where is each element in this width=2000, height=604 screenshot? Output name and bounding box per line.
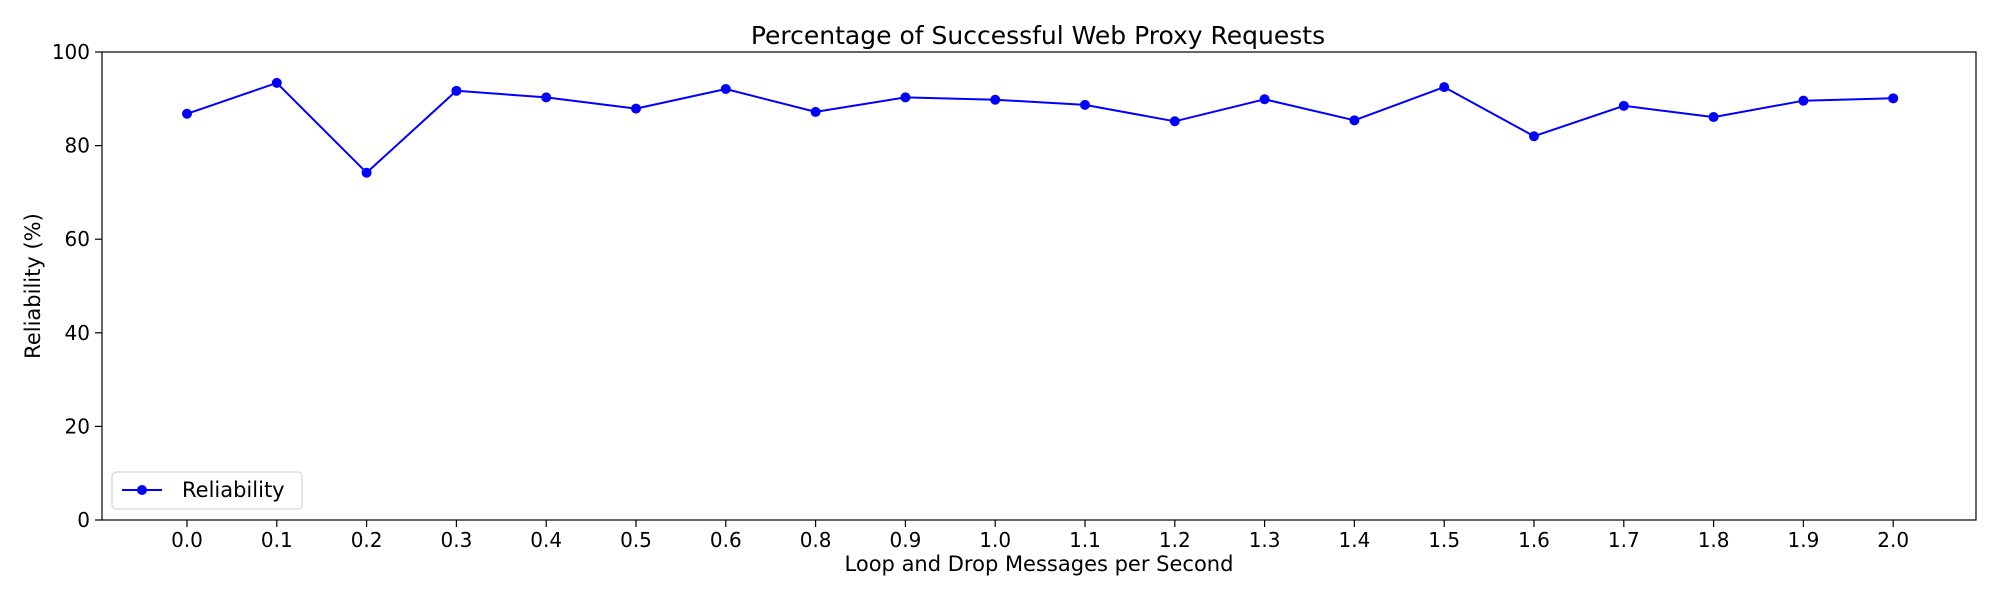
data-point <box>631 103 641 114</box>
x-tick-label: 1.6 <box>1518 528 1550 552</box>
x-tick-label: 0.1 <box>261 528 293 552</box>
data-point <box>900 92 911 103</box>
data-point <box>1708 112 1719 123</box>
x-tick-label: 0.6 <box>710 528 742 552</box>
y-axis: 0 20 40 60 80 100 <box>52 40 102 532</box>
data-point <box>1349 115 1360 126</box>
data-point <box>1080 99 1090 110</box>
data-point <box>1529 131 1539 142</box>
x-tick-label: 0.3 <box>440 528 472 552</box>
x-tick-label: 1.4 <box>1338 528 1370 552</box>
data-point <box>1888 93 1899 104</box>
x-tick-label: 0.0 <box>171 528 203 552</box>
x-tick-label: 1.8 <box>1698 528 1730 552</box>
data-point <box>1259 94 1270 105</box>
x-tick-label: 0.9 <box>889 528 921 552</box>
x-axis-label: Loop and Drop Messages per Second <box>845 552 1234 576</box>
data-point <box>1798 95 1809 106</box>
x-tick-label: 1.1 <box>1069 528 1101 552</box>
x-axis: 0.0 0.1 0.2 0.3 0.4 0.5 0.6 0.8 0.9 1.0 1.1 1.2 1.3 1… <box>171 520 1909 552</box>
y-tick-label: 40 <box>65 321 90 345</box>
plot-area <box>101 51 1977 521</box>
legend: Reliability <box>111 471 303 510</box>
series-line-reliability <box>186 81 1894 174</box>
legend-series-marker <box>137 485 147 495</box>
y-tick-label: 0 <box>77 508 90 532</box>
legend-label-reliability: Reliability <box>182 478 285 502</box>
x-tick-label: 0.8 <box>800 528 832 552</box>
data-point <box>810 106 821 117</box>
data-point <box>451 85 462 96</box>
chart-title: Percentage of Successful Web Proxy Reque… <box>751 21 1325 50</box>
x-tick-label: 0.5 <box>620 528 652 552</box>
x-tick-label: 1.5 <box>1428 528 1460 552</box>
legend-frame <box>111 471 303 510</box>
data-point <box>182 108 192 119</box>
data-point <box>990 94 1001 105</box>
data-point <box>361 167 372 178</box>
series-layer <box>182 77 1899 178</box>
y-tick-label: 60 <box>65 227 90 251</box>
x-tick-label: 1.0 <box>979 528 1011 552</box>
x-tick-label: 0.4 <box>530 528 562 552</box>
y-tick-label: 80 <box>65 134 90 158</box>
x-tick-label: 1.7 <box>1608 528 1640 552</box>
x-tick-label: 1.3 <box>1249 528 1281 552</box>
y-tick-label: 20 <box>65 414 90 438</box>
y-tick-label: 100 <box>52 40 90 64</box>
data-point <box>541 92 552 103</box>
x-tick-label: 1.2 <box>1159 528 1191 552</box>
data-point <box>271 77 282 88</box>
x-tick-label: 1.9 <box>1787 528 1819 552</box>
data-point <box>720 83 731 94</box>
x-tick-label: 2.0 <box>1877 528 1909 552</box>
x-tick-label: 0.2 <box>351 528 383 552</box>
y-axis-label: Reliability (%) <box>21 213 45 359</box>
data-point <box>1618 100 1629 111</box>
data-point <box>1169 116 1180 127</box>
data-point <box>1439 82 1450 93</box>
